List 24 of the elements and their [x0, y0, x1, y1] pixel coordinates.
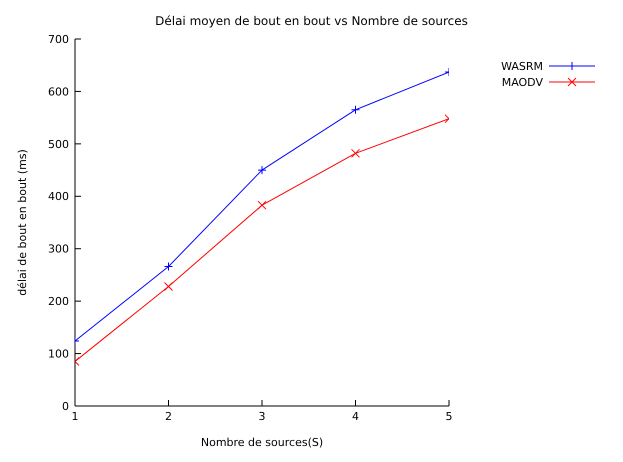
y-tick-label: 500	[48, 138, 69, 151]
x-axis-title: Nombre de sources(S)	[200, 436, 324, 449]
legend-label: MAODV	[502, 76, 543, 88]
y-tick-label: 100	[48, 347, 69, 360]
point	[351, 105, 360, 114]
x-tick-label: 4	[352, 410, 359, 423]
y-tick-label: 600	[48, 85, 69, 98]
y-tick-label: 0	[62, 400, 69, 413]
y-axis-title: délai de bout en bout (ms)	[16, 149, 29, 296]
y-tick-label: 700	[48, 32, 69, 46]
y-tick-label: 400	[48, 190, 69, 204]
x-tick-label: 2	[165, 410, 172, 423]
point	[258, 200, 266, 210]
x-tick-label: 1	[72, 410, 78, 423]
y-tick-label: 200	[48, 295, 69, 308]
point	[164, 262, 173, 272]
legend-label: WASRM	[501, 60, 543, 72]
x-tick-label: 5	[446, 410, 452, 423]
y-tick-label: 300	[48, 242, 69, 256]
point	[351, 148, 360, 158]
chart-title: Délai moyen de bout en bout vs Nombre de sources	[154, 14, 469, 28]
point	[164, 282, 173, 291]
x-tick-label: 3	[258, 410, 266, 423]
point	[258, 166, 266, 175]
